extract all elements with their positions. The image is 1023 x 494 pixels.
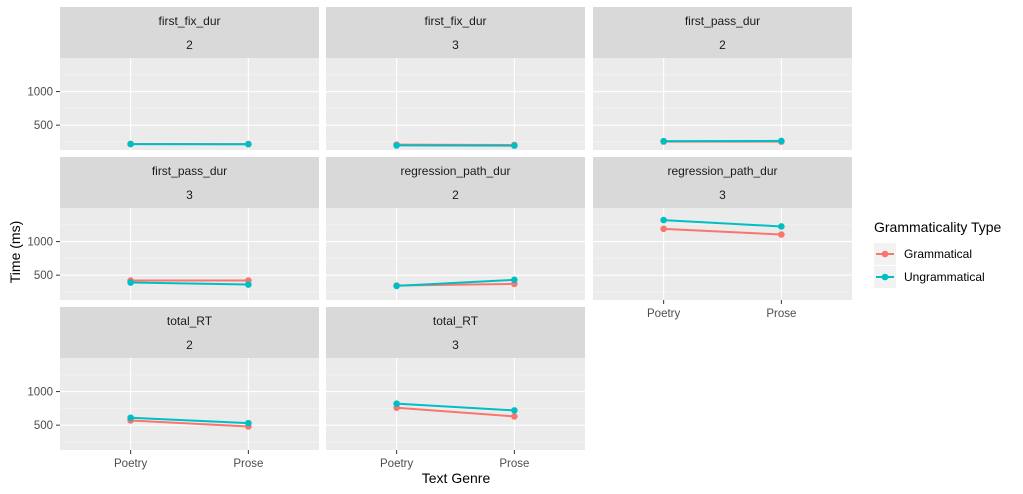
facet-strip-level: 2 bbox=[452, 188, 459, 202]
legend-key-point bbox=[881, 250, 889, 258]
facet-strip-level: 3 bbox=[186, 188, 193, 202]
facet-strip-level: 2 bbox=[186, 338, 193, 352]
series-line-ungrammatical bbox=[396, 278, 515, 287]
facet-strip-measure: regression_path_dur bbox=[667, 164, 777, 178]
facet-strip-measure: first_pass_dur bbox=[152, 164, 227, 178]
series-line-ungrammatical bbox=[663, 219, 782, 228]
facet-panel: total_RT 3 bbox=[326, 307, 585, 450]
series-line-grammatical bbox=[130, 419, 249, 428]
facet-panel: first_pass_dur 2 bbox=[593, 7, 852, 150]
data-point-ungrammatical bbox=[127, 414, 134, 422]
data-point-ungrammatical bbox=[660, 137, 667, 145]
data-point-ungrammatical bbox=[127, 279, 134, 286]
panel-background bbox=[60, 358, 319, 450]
y-tick-label: 500 bbox=[34, 420, 53, 432]
data-point-grammatical bbox=[511, 413, 518, 420]
facet-panel: regression_path_dur 2 bbox=[326, 157, 585, 300]
data-point-ungrammatical bbox=[393, 282, 400, 290]
facet-strip-level: 3 bbox=[452, 38, 459, 52]
data-point-grammatical bbox=[778, 231, 785, 238]
y-axis-layer: 500 1000 500 1000 500 1000 bbox=[27, 87, 60, 432]
facet-strip-measure: first_pass_dur bbox=[685, 14, 760, 28]
legend-label: Ungrammatical bbox=[904, 270, 985, 284]
legend-key-point bbox=[881, 273, 889, 281]
data-point-ungrammatical bbox=[245, 419, 252, 427]
panel-background bbox=[326, 208, 585, 300]
data-point-ungrammatical bbox=[511, 276, 518, 284]
series-line-ungrammatical bbox=[130, 416, 249, 425]
x-tick-label: Prose bbox=[766, 308, 796, 320]
legend: Grammaticality Type Grammatical Ungrammat… bbox=[874, 219, 1002, 288]
x-tick-label: Prose bbox=[499, 458, 529, 470]
facet-strip-measure: total_RT bbox=[433, 314, 479, 328]
series-line-ungrammatical bbox=[396, 402, 515, 412]
data-point-ungrammatical bbox=[511, 407, 518, 414]
panel-background bbox=[326, 358, 585, 450]
data-point-ungrammatical bbox=[393, 142, 400, 149]
data-point-ungrammatical bbox=[778, 137, 785, 145]
data-point-ungrammatical bbox=[778, 223, 785, 230]
facet-strip bbox=[60, 7, 319, 58]
legend-title: Grammaticality Type bbox=[874, 219, 1002, 235]
facet-panel: first_pass_dur 3 bbox=[60, 157, 319, 300]
panel-background bbox=[593, 58, 852, 150]
facet-strip bbox=[326, 7, 585, 58]
legend-label: Grammatical bbox=[904, 247, 972, 261]
y-tick-label: 1000 bbox=[27, 87, 53, 99]
legend-item: Ungrammatical bbox=[874, 266, 985, 288]
facet-panel: first_fix_dur 2 bbox=[60, 7, 319, 150]
panel-background bbox=[60, 208, 319, 300]
data-point-ungrammatical bbox=[511, 142, 518, 149]
data-point-ungrammatical bbox=[127, 140, 134, 148]
x-tick-label: Poetry bbox=[380, 458, 413, 470]
facet-strip-measure: regression_path_dur bbox=[400, 164, 510, 178]
x-tick-label: Poetry bbox=[114, 458, 147, 470]
legend-items: Grammatical Ungrammatical bbox=[874, 243, 985, 288]
data-point-ungrammatical bbox=[393, 400, 400, 407]
facet-strip bbox=[60, 157, 319, 208]
facet-panel: first_fix_dur 3 bbox=[326, 7, 585, 150]
facet-strip bbox=[326, 157, 585, 208]
x-tick-label: Prose bbox=[233, 458, 263, 470]
facet-strip-measure: total_RT bbox=[167, 314, 213, 328]
facet-strip-level: 2 bbox=[186, 38, 193, 52]
facet-strip bbox=[326, 307, 585, 358]
facet-strip bbox=[593, 157, 852, 208]
y-axis-title: Time (ms) bbox=[7, 221, 23, 283]
panel-background bbox=[326, 58, 585, 150]
facet-strip-level: 2 bbox=[719, 38, 726, 52]
series-line-ungrammatical bbox=[130, 281, 249, 286]
legend-item: Grammatical bbox=[874, 243, 972, 265]
data-point-ungrammatical bbox=[660, 216, 667, 224]
data-point-ungrammatical bbox=[245, 140, 252, 148]
facet-strip-level: 3 bbox=[452, 338, 459, 352]
series-line-grammatical bbox=[396, 406, 515, 418]
facet-strip-measure: first_fix_dur bbox=[158, 14, 220, 28]
y-tick-label: 1000 bbox=[27, 387, 53, 399]
y-tick-label: 1000 bbox=[27, 237, 53, 249]
facet-panel: regression_path_dur 3 bbox=[593, 157, 852, 300]
facet-strip-measure: first_fix_dur bbox=[424, 14, 486, 28]
panel-background bbox=[60, 58, 319, 150]
panel-background bbox=[593, 208, 852, 300]
x-tick-label: Poetry bbox=[647, 308, 680, 320]
facet-strip bbox=[593, 7, 852, 58]
x-axis-layer: Poetry Prose Poetry Prose Poetry Prose bbox=[114, 300, 796, 470]
panels-layer: first_fix_dur2first_fix_dur3first_pass_d… bbox=[60, 7, 852, 450]
x-axis-title: Text Genre bbox=[422, 470, 491, 486]
y-tick-label: 500 bbox=[34, 120, 53, 132]
facet-strip-level: 3 bbox=[719, 188, 726, 202]
facet-panel: total_RT 2 bbox=[60, 307, 319, 450]
facet-strip bbox=[60, 307, 319, 358]
series-line-grammatical bbox=[663, 227, 782, 236]
data-point-ungrammatical bbox=[245, 281, 252, 288]
data-point-grammatical bbox=[660, 225, 667, 233]
y-tick-label: 500 bbox=[34, 270, 53, 282]
